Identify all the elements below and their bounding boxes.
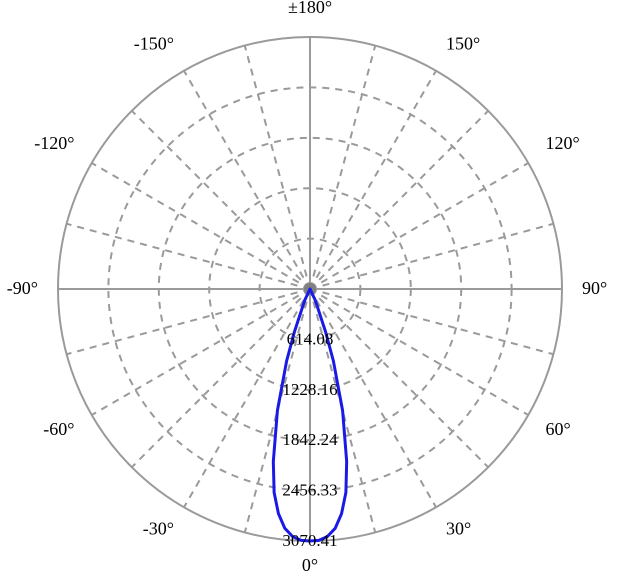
angle-label: -150°	[134, 33, 174, 53]
angle-label: 90°	[582, 278, 607, 298]
angle-label: 30°	[446, 519, 471, 539]
angle-label: -30°	[143, 519, 174, 539]
angle-label: -60°	[43, 419, 74, 439]
ring-label: 2456.33	[282, 481, 337, 500]
angle-label: 0°	[302, 555, 318, 575]
angle-label: 150°	[446, 33, 480, 53]
ring-label: 3070.41	[282, 531, 337, 550]
polar-chart: 614.08 1228.16 1842.24 2456.33 3070.41 ±180° -…	[0, 0, 620, 579]
angle-label: 60°	[546, 419, 571, 439]
ring-label: 1228.16	[282, 380, 337, 399]
angle-label: -120°	[34, 133, 74, 153]
ring-label: 1842.24	[282, 430, 338, 449]
ring-label: 614.08	[287, 329, 334, 348]
angle-label: 120°	[546, 133, 580, 153]
angle-label: ±180°	[288, 0, 332, 17]
angle-label: -90°	[7, 278, 38, 298]
polar-svg: 614.08 1228.16 1842.24 2456.33 3070.41 ±180° -…	[0, 0, 620, 579]
